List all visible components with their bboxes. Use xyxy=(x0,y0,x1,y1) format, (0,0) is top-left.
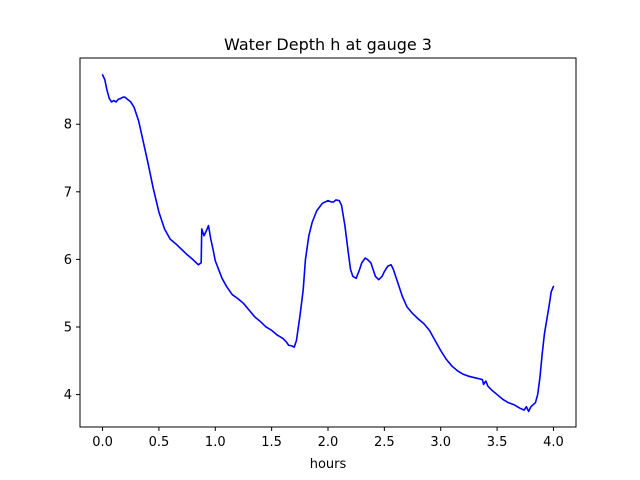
y-tick-label: 6 xyxy=(64,253,72,268)
y-tick-label: 5 xyxy=(64,320,72,335)
series-layer xyxy=(101,74,555,413)
x-tick-label: 0.5 xyxy=(149,435,170,450)
y-tick-label: 8 xyxy=(64,118,72,133)
x-tick-label: 0.0 xyxy=(92,435,113,450)
x-tick-label: 3.5 xyxy=(487,435,508,450)
x-tick-label: 2.0 xyxy=(318,435,339,450)
x-axis-label: hours xyxy=(310,457,347,472)
x-tick-label: 1.0 xyxy=(205,435,226,450)
y-tick-label: 7 xyxy=(64,185,72,200)
y-tick-label: 4 xyxy=(64,388,72,403)
series-line-0 xyxy=(101,74,555,413)
x-axis: 0.0 0.5 1.0 1.5 2.0 2.5 3.0 3.5 4.0 xyxy=(92,427,564,450)
x-tick-label: 1.5 xyxy=(261,435,282,450)
x-tick-label: 4.0 xyxy=(543,435,564,450)
chart-title: Water Depth h at gauge 3 xyxy=(224,35,432,54)
x-tick-label: 2.5 xyxy=(374,435,395,450)
axes-frame xyxy=(79,57,577,428)
x-tick-label: 3.0 xyxy=(430,435,451,450)
y-axis: 4 5 6 7 8 xyxy=(64,118,80,403)
